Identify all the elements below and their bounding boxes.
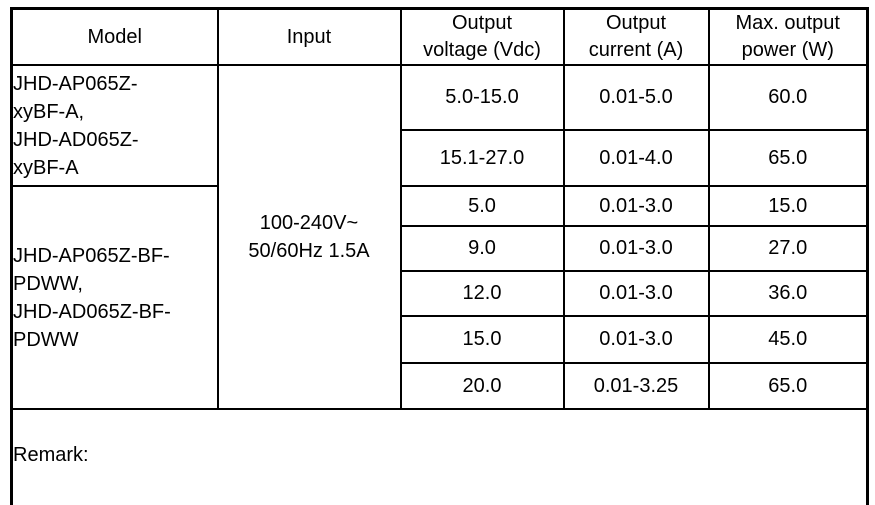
col-header-input: Input [216,7,402,66]
current-cell: 0.01-3.0 [562,270,710,317]
voltage-cell: 9.0 [399,225,565,272]
model-cell-group-1: JHD-AP065Z- xyBF-A, JHD-AD065Z- xyBF-A [10,64,219,187]
current-cell: 0.01-3.0 [562,185,710,227]
power-cell: 15.0 [707,185,869,227]
voltage-cell: 5.0 [399,185,565,227]
col-header-max-power: Max. output power (W) [707,7,869,66]
power-cell: 65.0 [707,129,869,187]
current-cell: 0.01-3.0 [562,315,710,364]
remark-title: Remark: [13,444,89,466]
input-cell: 100-240V~ 50/60Hz 1.5A [216,64,402,410]
header-row: Model Input Output voltage (Vdc) Output … [10,7,869,66]
remark-cell: Remark: “AP” in the model no. mean direc… [10,408,869,505]
table-row: 12.0 0.01-3.0 36.0 [12,270,869,317]
power-cell: 65.0 [707,362,869,410]
remark-row: Remark: “AP” in the model no. mean direc… [10,408,869,505]
table-row: 9.0 0.01-3.0 27.0 [12,225,869,272]
table-row: 15.1-27.0 0.01-4.0 65.0 [12,129,869,187]
voltage-cell: 20.0 [399,362,565,410]
power-cell: 27.0 [707,225,869,272]
voltage-cell: 5.0-15.0 [399,64,565,131]
col-header-output-voltage: Output voltage (Vdc) [399,7,565,66]
col-header-output-current: Output current (A) [562,7,710,66]
current-cell: 0.01-4.0 [562,129,710,187]
table-row: 15.0 0.01-3.0 45.0 [12,315,869,364]
table-row: JHD-AP065Z-BF- PDWW, JHD-AD065Z-BF- PDWW… [10,185,869,410]
power-cell: 45.0 [707,315,869,364]
power-cell: 36.0 [707,270,869,317]
remark-line-1: “AP” in the model no. mean direct plug i… [14,500,866,505]
voltage-cell: 15.1-27.0 [399,129,565,187]
table-row: JHD-AP065Z- xyBF-A, JHD-AD065Z- xyBF-A 1… [10,64,869,410]
power-cell: 60.0 [707,64,869,131]
col-header-model: Model [10,7,219,66]
table-row: 20.0 0.01-3.25 65.0 [12,362,869,410]
current-cell: 0.01-5.0 [562,64,710,131]
model-cell-group-2: JHD-AP065Z-BF- PDWW, JHD-AD065Z-BF- PDWW [10,185,219,410]
current-cell: 0.01-3.0 [562,225,710,272]
voltage-cell: 15.0 [399,315,565,364]
current-cell: 0.01-3.25 [562,362,710,410]
voltage-cell: 12.0 [399,270,565,317]
spec-table: Model Input Output voltage (Vdc) Output … [10,7,869,505]
